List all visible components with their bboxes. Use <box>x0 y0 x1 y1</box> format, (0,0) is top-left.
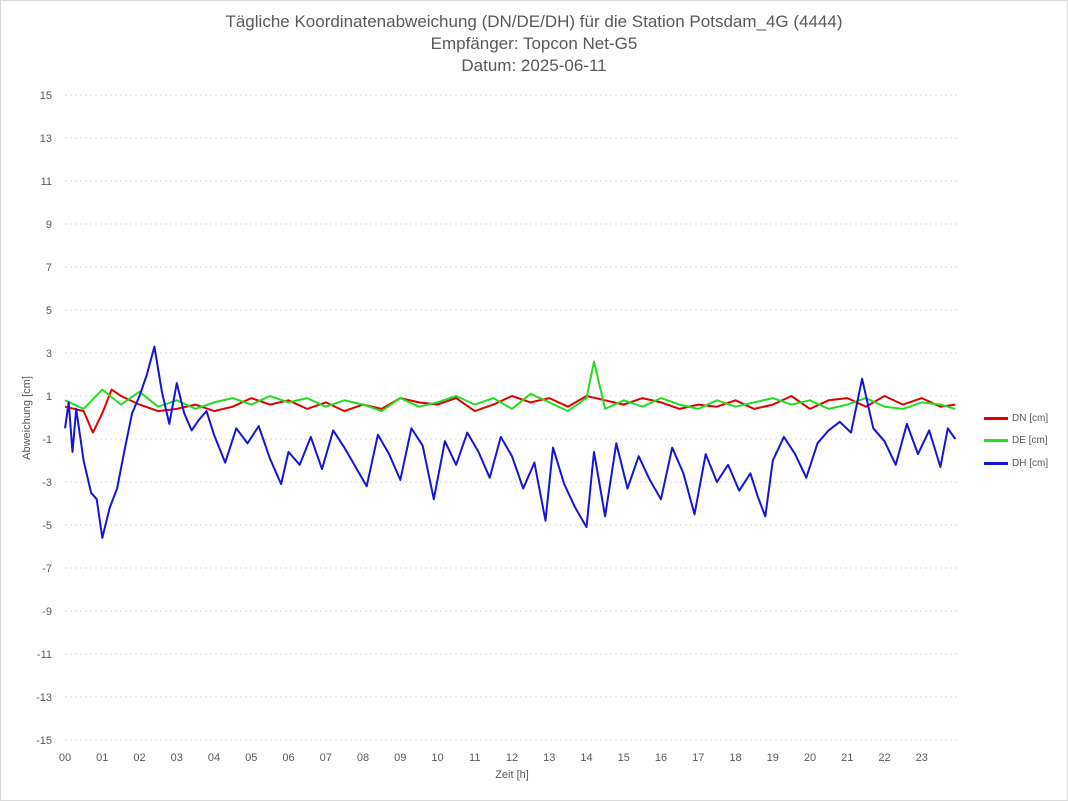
x-tick-label: 16 <box>655 752 667 764</box>
x-tick-label: 08 <box>357 752 369 764</box>
y-tick-label: -9 <box>42 606 52 618</box>
x-tick-label: 17 <box>692 752 704 764</box>
data-series <box>64 345 957 539</box>
x-tick-label: 13 <box>543 752 555 764</box>
x-tick-label: 11 <box>469 752 480 764</box>
chart-title: Tägliche Koordinatenabweichung (DN/DE/DH… <box>0 11 1068 77</box>
x-tick-label: 15 <box>618 752 630 764</box>
y-axis-title: Abweichung [cm] <box>21 376 33 460</box>
x-tick-label: 00 <box>59 752 71 764</box>
legend-label-de: DE [cm] <box>1012 435 1048 447</box>
x-tick-label: 02 <box>133 752 145 764</box>
legend-swatch-dn <box>984 416 1008 420</box>
legend-label-dh: DH [cm] <box>1012 457 1049 469</box>
chart-title-line-2: Empfänger: Topcon Net-G5 <box>430 34 638 53</box>
x-axis-title: Zeit [h] <box>495 769 529 781</box>
x-tick-label: 01 <box>96 752 108 764</box>
legend-item-dn: DN [cm] <box>984 407 1048 430</box>
grid-lines <box>65 94 959 741</box>
x-tick-label: 19 <box>767 752 779 764</box>
x-tick-label: 22 <box>878 752 890 764</box>
legend-label-dn: DN [cm] <box>1012 412 1049 424</box>
x-tick-label: 05 <box>245 752 257 764</box>
y-tick-label: -11 <box>37 649 52 661</box>
x-tick-label: 21 <box>841 752 853 764</box>
y-tick-label: -1 <box>42 434 52 446</box>
x-tick-labels: 00 01 02 03 04 05 06 07 08 09 10 11 12 13 14 15 16 17 18 19… <box>59 752 928 764</box>
x-tick-label: 23 <box>916 752 928 764</box>
y-tick-label: -3 <box>42 477 52 489</box>
legend: DN [cm] DE [cm] DH [cm] <box>984 407 1048 475</box>
y-tick-label: 7 <box>46 262 52 274</box>
y-tick-label: 9 <box>46 219 52 231</box>
y-tick-labels: 15 13 11 9 7 5 3 1 -1 -3 -5 -7 -9 -11 -13 -15 <box>36 90 52 747</box>
x-tick-label: 12 <box>506 752 518 764</box>
y-tick-label: 5 <box>46 305 52 317</box>
y-tick-label: 1 <box>46 391 52 403</box>
series-line-de <box>64 360 956 413</box>
legend-item-dh: DH [cm] <box>984 452 1048 475</box>
x-tick-label: 03 <box>171 752 183 764</box>
x-tick-label: 18 <box>729 752 741 764</box>
chart-title-line-1: Tägliche Koordinatenabweichung (DN/DE/DH… <box>225 12 843 31</box>
y-tick-label: -5 <box>42 520 52 532</box>
y-tick-label: 15 <box>40 90 52 102</box>
y-tick-label: -7 <box>42 563 52 575</box>
y-tick-label: 13 <box>40 133 52 145</box>
x-tick-label: 07 <box>320 752 332 764</box>
x-tick-label: 09 <box>394 752 406 764</box>
series-line-dh <box>64 345 957 539</box>
y-tick-label: 3 <box>46 348 52 360</box>
y-tick-label: -13 <box>36 692 52 704</box>
y-tick-label: -15 <box>36 735 52 747</box>
x-tick-label: 10 <box>431 752 443 764</box>
x-tick-label: 06 <box>282 752 294 764</box>
y-tick-label: 11 <box>41 176 52 188</box>
legend-item-de: DE [cm] <box>984 430 1048 453</box>
x-tick-label: 04 <box>208 752 220 764</box>
legend-swatch-de <box>984 439 1008 443</box>
x-tick-label: 14 <box>580 752 592 764</box>
legend-swatch-dh <box>984 461 1008 465</box>
chart-title-line-3: Datum: 2025-06-11 <box>461 56 607 75</box>
x-tick-label: 20 <box>804 752 816 764</box>
